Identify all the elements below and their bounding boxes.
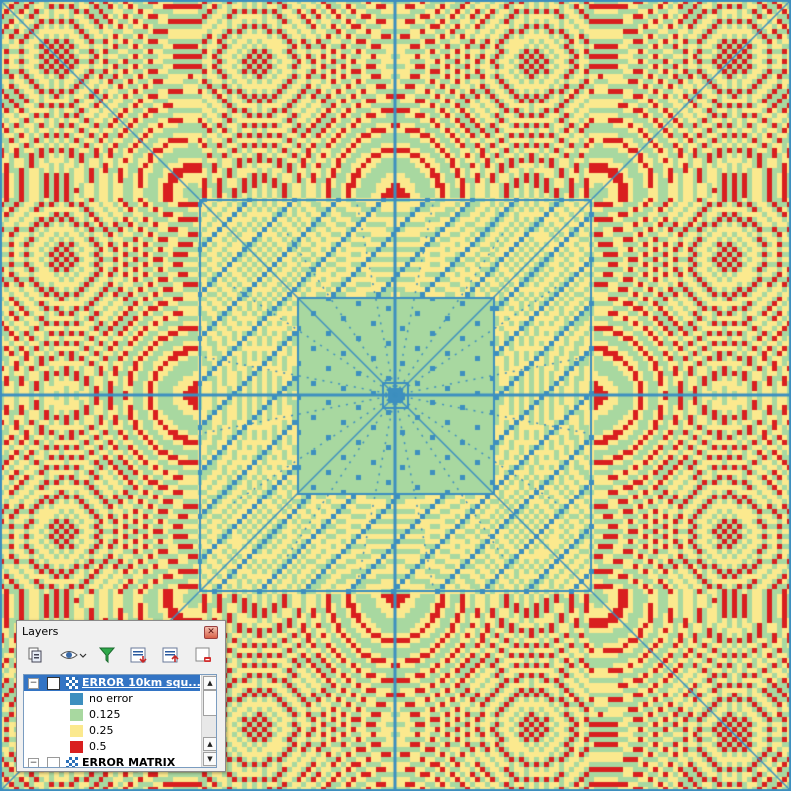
legend-item-025: 0.25 [24,723,200,739]
raster-layer-icon [66,677,78,689]
legend-swatch [70,741,83,753]
layers-panel: Layers ✕ [16,620,226,772]
layer-visibility-checkbox[interactable] [47,757,60,767]
collapse-toggle-icon[interactable]: − [28,758,39,768]
remove-layer-icon[interactable] [193,645,213,665]
layers-toolbar [21,643,221,667]
manage-visibility-icon[interactable] [59,645,87,665]
layer-name: ERROR 10km squ... [82,676,201,689]
tree-scrollbar[interactable]: ▲ ▲ ▼ [201,675,216,767]
collapse-all-icon[interactable] [161,645,181,665]
layers-panel-title: Layers [22,625,59,638]
layer-tree[interactable]: − ✕ ERROR 10km squ... no error 0.125 0.2… [23,674,217,768]
scrollbar-thumb[interactable] [203,690,216,716]
legend-item-0125: 0.125 [24,707,200,723]
legend-item-05: 0.5 [24,739,200,755]
legend-swatch [70,725,83,737]
legend-label: 0.5 [89,740,107,753]
legend-item-no-error: no error [24,691,200,707]
layer-name: ERROR MATRIX [82,756,176,768]
layer-row-error-10km[interactable]: − ✕ ERROR 10km squ... [24,675,201,691]
layer-visibility-checkbox[interactable]: ✕ [47,677,60,690]
layer-row-error-matrix[interactable]: − ERROR MATRIX [24,755,200,768]
scroll-up-icon[interactable]: ▲ [203,737,216,751]
close-icon[interactable]: ✕ [204,626,218,639]
add-group-icon[interactable] [25,645,45,665]
expand-all-icon[interactable] [129,645,149,665]
legend-label: no error [89,692,133,705]
scroll-up-icon[interactable]: ▲ [203,676,216,690]
layers-panel-titlebar[interactable]: Layers ✕ [17,621,223,641]
legend-label: 0.25 [89,724,114,737]
collapse-toggle-icon[interactable]: − [28,678,39,689]
legend-label: 0.125 [89,708,121,721]
scroll-down-icon[interactable]: ▼ [203,752,216,766]
legend-swatch [70,709,83,721]
raster-layer-icon [66,757,78,767]
filter-legend-icon[interactable] [97,645,117,665]
legend-swatch [70,693,83,705]
